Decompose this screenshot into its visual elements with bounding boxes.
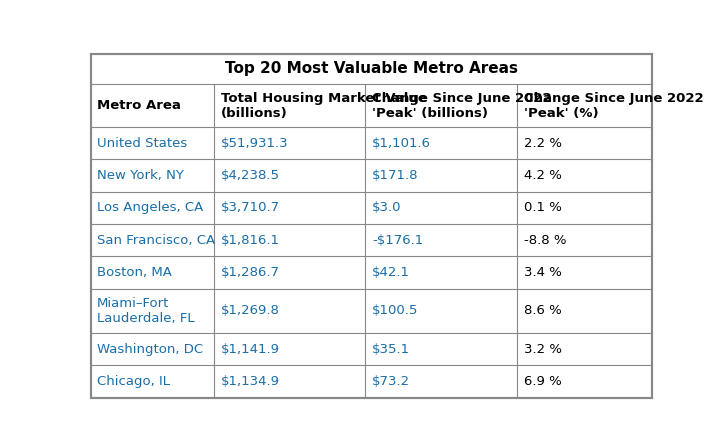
Text: Miami–Fort
Lauderdale, FL: Miami–Fort Lauderdale, FL [97, 297, 195, 325]
Text: New York, NY: New York, NY [97, 169, 184, 182]
Text: $1,141.9: $1,141.9 [221, 343, 279, 356]
Text: $1,101.6: $1,101.6 [372, 137, 432, 150]
Text: -$176.1: -$176.1 [372, 234, 424, 247]
Text: 3.2 %: 3.2 % [523, 343, 562, 356]
Text: $42.1: $42.1 [372, 266, 411, 279]
Text: Total Housing Market Value
(billions): Total Housing Market Value (billions) [221, 92, 426, 120]
Text: Chicago, IL: Chicago, IL [97, 375, 170, 388]
Text: United States: United States [97, 137, 188, 150]
Text: $1,286.7: $1,286.7 [221, 266, 279, 279]
Text: Change Since June 2022
'Peak' (billions): Change Since June 2022 'Peak' (billions) [372, 92, 552, 120]
Text: $1,269.8: $1,269.8 [221, 304, 279, 317]
Text: $100.5: $100.5 [372, 304, 418, 317]
Text: San Francisco, CA: San Francisco, CA [97, 234, 215, 247]
Text: Metro Area: Metro Area [97, 99, 181, 112]
Text: 6.9 %: 6.9 % [523, 375, 561, 388]
Text: 3.4 %: 3.4 % [523, 266, 562, 279]
Text: 8.6 %: 8.6 % [523, 304, 561, 317]
Text: $51,931.3: $51,931.3 [221, 137, 288, 150]
Text: $171.8: $171.8 [372, 169, 418, 182]
Text: Los Angeles, CA: Los Angeles, CA [97, 201, 203, 215]
Text: $1,816.1: $1,816.1 [221, 234, 279, 247]
Text: Washington, DC: Washington, DC [97, 343, 203, 356]
Text: Boston, MA: Boston, MA [97, 266, 172, 279]
Text: $1,134.9: $1,134.9 [221, 375, 279, 388]
Text: 4.2 %: 4.2 % [523, 169, 562, 182]
Text: $4,238.5: $4,238.5 [221, 169, 279, 182]
FancyBboxPatch shape [90, 54, 652, 398]
Text: $35.1: $35.1 [372, 343, 411, 356]
Text: $3,710.7: $3,710.7 [221, 201, 279, 215]
Text: -8.8 %: -8.8 % [523, 234, 566, 247]
Text: $73.2: $73.2 [372, 375, 411, 388]
Text: $3.0: $3.0 [372, 201, 402, 215]
Text: 0.1 %: 0.1 % [523, 201, 562, 215]
Text: Change Since June 2022
'Peak' (%): Change Since June 2022 'Peak' (%) [523, 92, 703, 120]
Text: Top 20 Most Valuable Metro Areas: Top 20 Most Valuable Metro Areas [224, 62, 518, 76]
Text: 2.2 %: 2.2 % [523, 137, 562, 150]
